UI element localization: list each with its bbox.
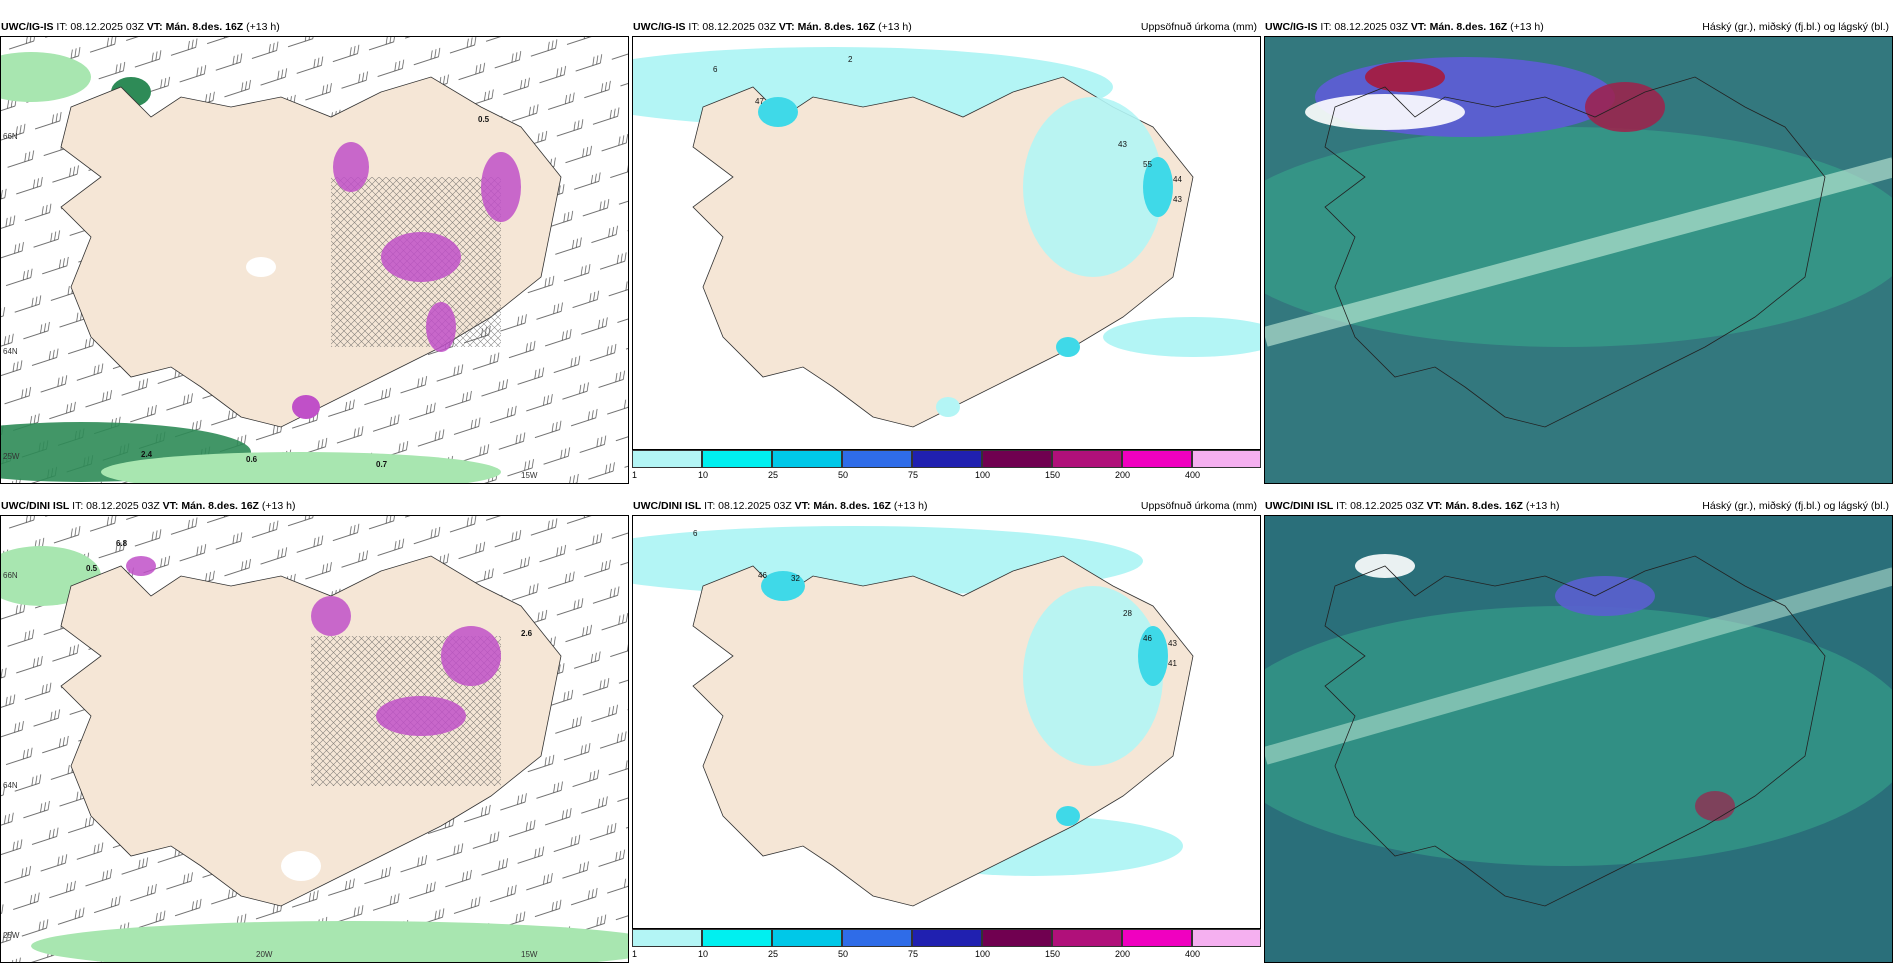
svg-text:43: 43	[1118, 140, 1127, 149]
svg-text:32: 32	[791, 574, 800, 583]
snow-map-top: 2.4 0.6 0.7 0.5 66N 64N 25W 15W	[0, 36, 629, 484]
panel-snow-top: UWC/IG-IS IT: 08.12.2025 03Z VT: Mán. 8.…	[0, 18, 629, 484]
panel-cloud-bottom: UWC/DINI ISL IT: 08.12.2025 03Z VT: Mán.…	[1264, 497, 1893, 963]
panel-snow-bottom: UWC/DINI ISL IT: 08.12.2025 03Z VT: Mán.…	[0, 497, 629, 963]
svg-text:6.8: 6.8	[116, 539, 128, 548]
cloud-map-bottom	[1264, 515, 1893, 963]
svg-text:6: 6	[713, 65, 718, 74]
svg-text:0.5: 0.5	[86, 564, 98, 573]
cloud-title: Háský (gr.), miðský (fj.bl.) og lágský (…	[1702, 500, 1889, 512]
precip-map-bottom: 6 46 32 28 46 43 41	[632, 515, 1261, 929]
svg-text:0.7: 0.7	[376, 460, 388, 469]
svg-text:47: 47	[755, 97, 764, 106]
panel-cloud-top: UWC/IG-IS IT: 08.12.2025 03Z VT: Mán. 8.…	[1264, 18, 1893, 484]
cloud-title: Háský (gr.), miðský (fj.bl.) og lágský (…	[1702, 21, 1889, 33]
colorbar: 1 10 25 50 75 100 150 200 400	[632, 450, 1261, 484]
panel-precip-top: UWC/IG-IS IT: 08.12.2025 03Z VT: Mán. 8.…	[632, 18, 1261, 484]
svg-text:46: 46	[1143, 634, 1152, 643]
svg-text:2.6: 2.6	[521, 629, 533, 638]
panel-title: UWC/DINI ISL IT: 08.12.2025 03Z VT: Mán.…	[1265, 500, 1560, 512]
svg-text:43: 43	[1168, 639, 1177, 648]
panel-title: UWC/IG-IS IT: 08.12.2025 03Z VT: Mán. 8.…	[1, 21, 280, 33]
precip-title: Uppsöfnuð úrkoma (mm)	[1140, 21, 1257, 33]
precip-title: Uppsöfnuð úrkoma (mm)	[1140, 500, 1257, 512]
svg-text:0.5: 0.5	[478, 115, 490, 124]
svg-text:0.6: 0.6	[246, 455, 258, 464]
svg-text:28: 28	[1123, 609, 1132, 618]
svg-text:2.4: 2.4	[141, 450, 153, 459]
snow-map-bottom: 0.5 6.8 2.6 66N 64N 25W 20W 15W	[0, 515, 629, 963]
panel-title: UWC/IG-IS IT: 08.12.2025 03Z VT: Mán. 8.…	[633, 21, 912, 33]
svg-text:44: 44	[1173, 175, 1182, 184]
colorbar: 1 10 25 50 75 100 150 200 400	[632, 929, 1261, 963]
svg-text:2: 2	[848, 55, 853, 64]
cloud-map-top	[1264, 36, 1893, 484]
svg-text:41: 41	[1168, 659, 1177, 668]
precip-map-top: 6 2 47 43 55 44 43	[632, 36, 1261, 450]
panel-title: UWC/DINI ISL IT: 08.12.2025 03Z VT: Mán.…	[633, 500, 928, 512]
svg-text:55: 55	[1143, 160, 1152, 169]
panel-title: UWC/DINI ISL IT: 08.12.2025 03Z VT: Mán.…	[1, 500, 296, 512]
svg-text:6: 6	[693, 529, 698, 538]
svg-text:43: 43	[1173, 195, 1182, 204]
panel-title: UWC/IG-IS IT: 08.12.2025 03Z VT: Mán. 8.…	[1265, 21, 1544, 33]
panel-precip-bottom: UWC/DINI ISL IT: 08.12.2025 03Z VT: Mán.…	[632, 497, 1261, 963]
svg-text:46: 46	[758, 571, 767, 580]
